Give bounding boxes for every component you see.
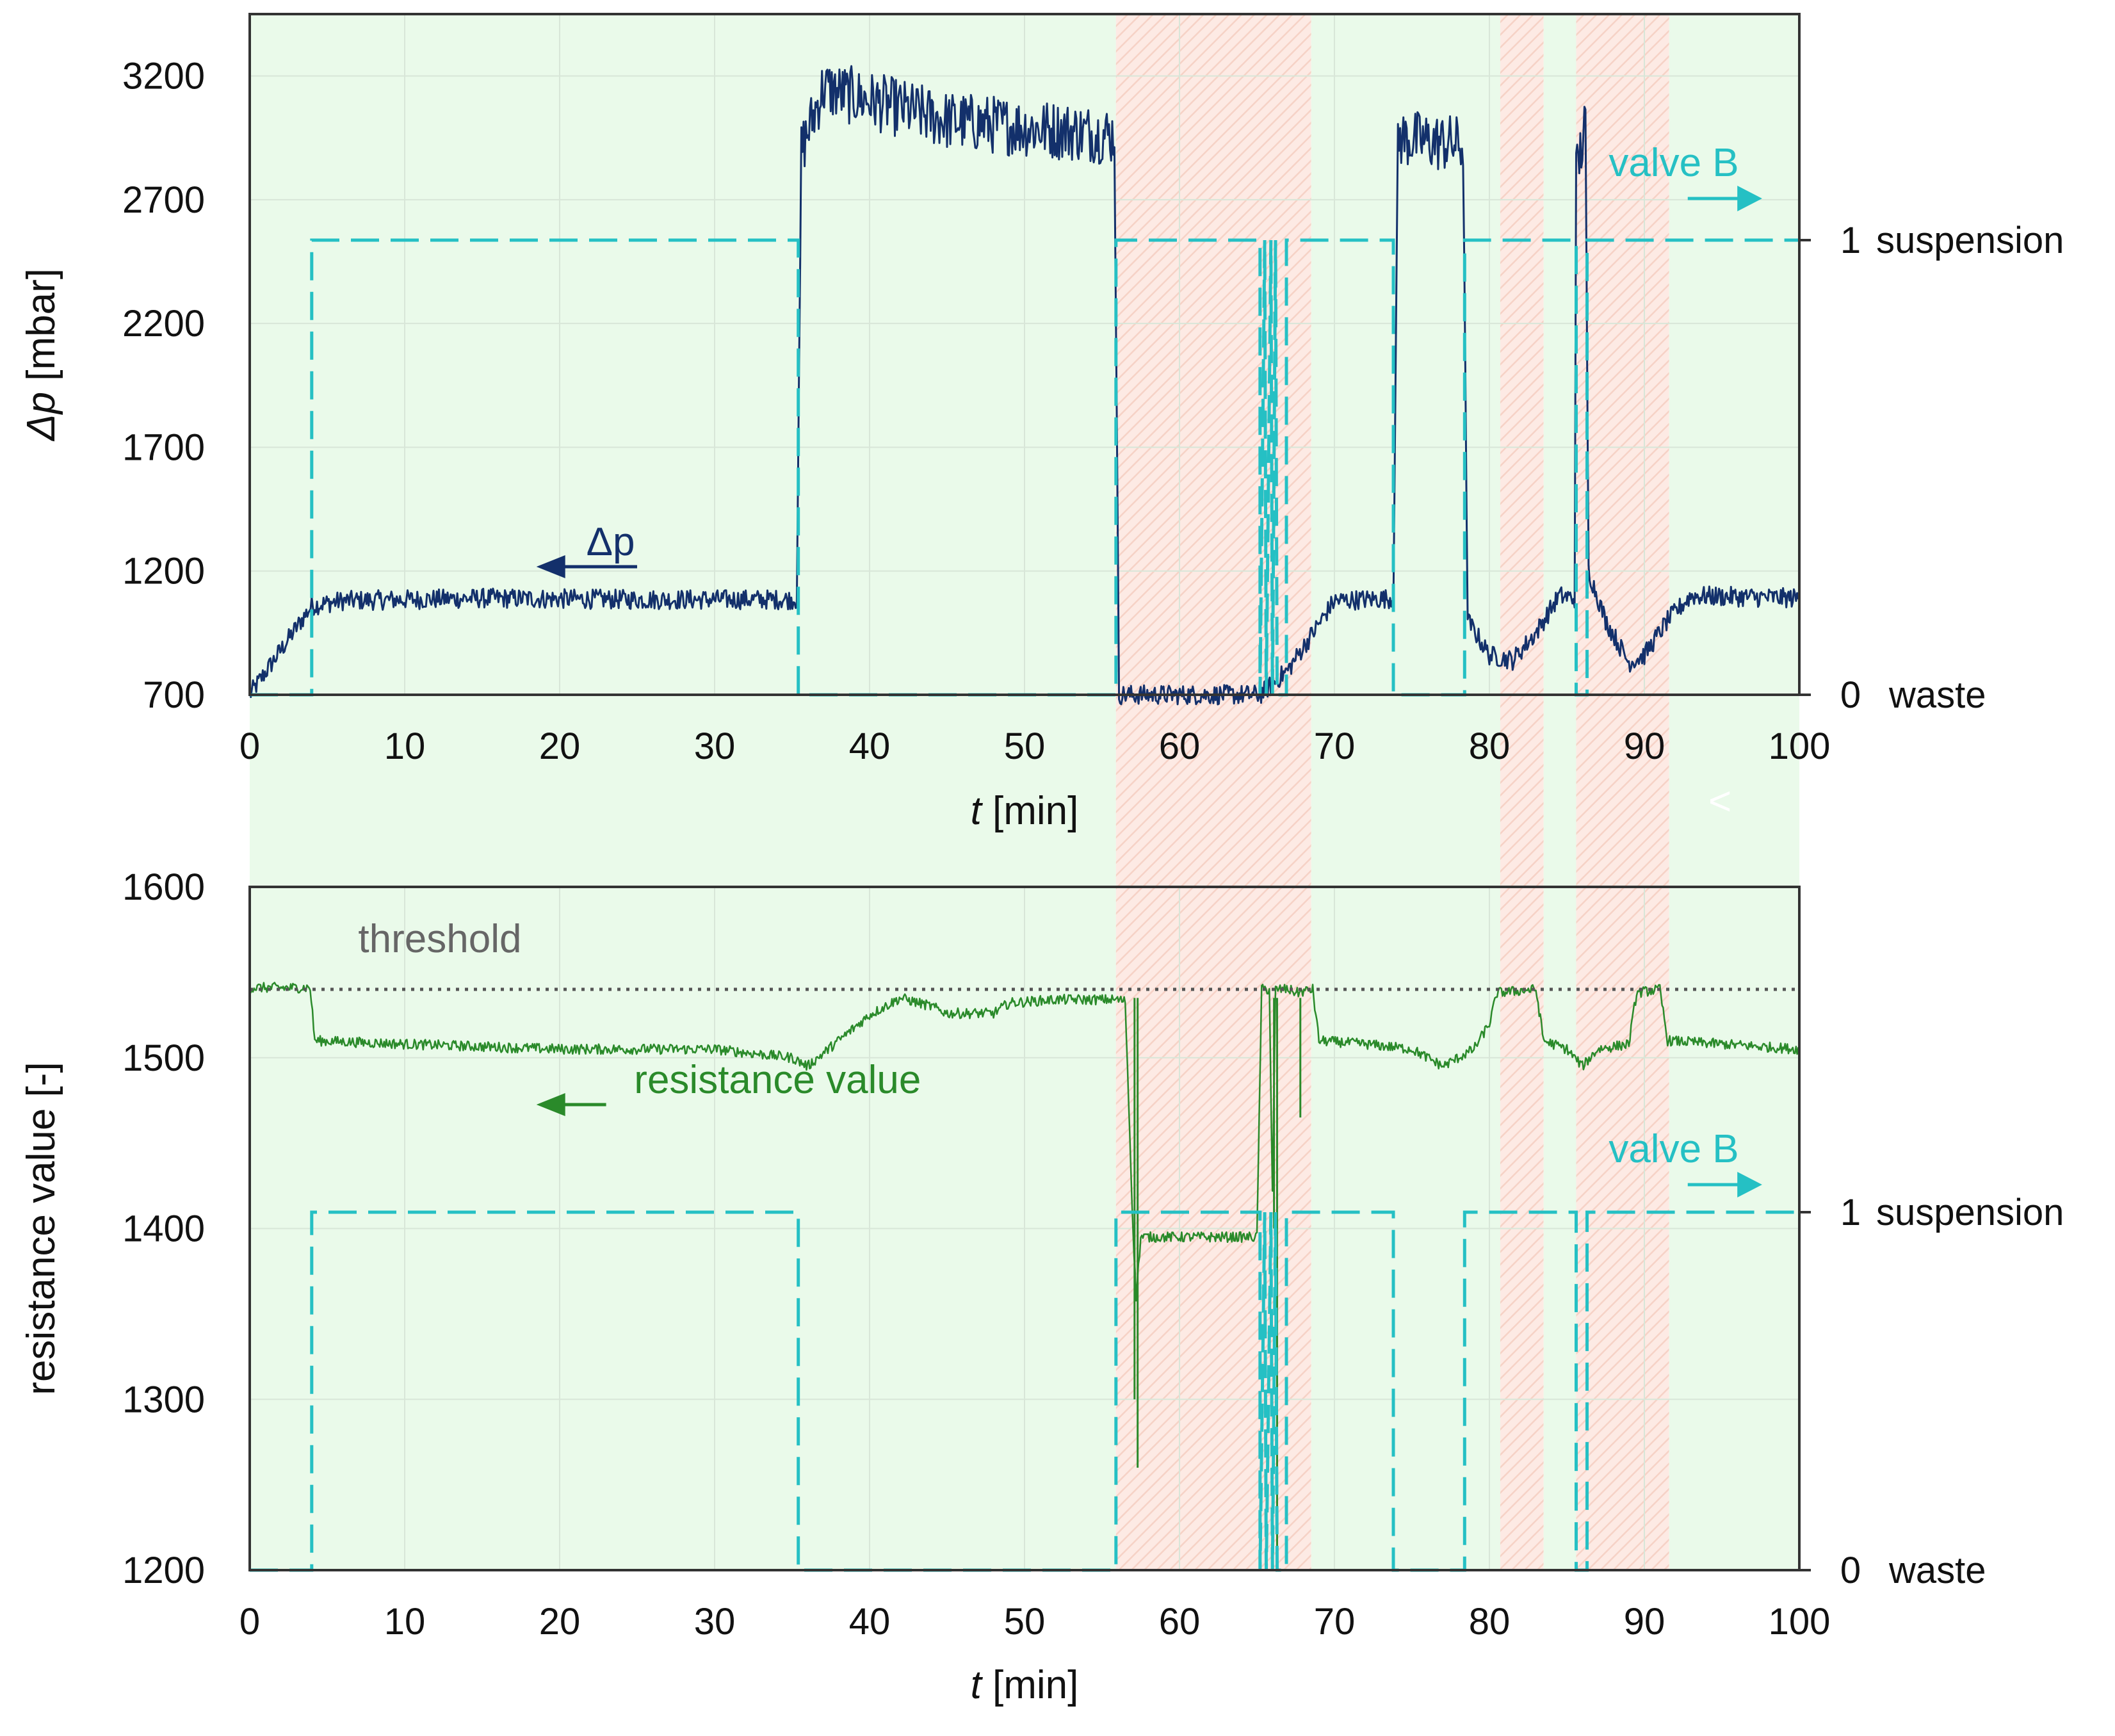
- top-y-tick-2: 1700: [122, 426, 205, 468]
- bottom-x-axis-unit: [min]: [982, 1663, 1079, 1707]
- top-x-tick-4: 40: [849, 726, 891, 767]
- band-red-3: [1500, 14, 1544, 1570]
- bottom-x-tick-2: 20: [539, 1601, 581, 1643]
- top-y2-label-1: waste: [1888, 674, 1986, 716]
- background-bands: [250, 14, 1799, 1570]
- bottom-x-tick-3: 30: [694, 1601, 736, 1643]
- bottom-x-axis-title: t [min]: [971, 1663, 1079, 1707]
- band-green-2: [1311, 14, 1500, 1570]
- top-x-tick-8: 80: [1469, 726, 1511, 767]
- band-red-5: [1576, 14, 1669, 1570]
- bottom-x-tick-6: 60: [1159, 1601, 1201, 1643]
- top-y2-label-0: suspension: [1876, 220, 2064, 261]
- bottom-x-tick-10: 100: [1769, 1601, 1831, 1643]
- top-valve-arrow-head: [1737, 186, 1762, 211]
- bottom-x-tick-7: 70: [1314, 1601, 1356, 1643]
- top-y-axis-var: Δp: [19, 392, 63, 442]
- top-x-axis-title: t [min]: [971, 789, 1079, 833]
- top-series-main: [248, 65, 1800, 706]
- top-x-tick-1: 10: [384, 726, 426, 767]
- top-y2-number-1: 0: [1840, 674, 1861, 716]
- top-x-tick-3: 30: [694, 726, 736, 767]
- bottom-y-tick-3: 1500: [122, 1037, 205, 1079]
- band-green-0: [250, 14, 1116, 1570]
- bottom-x-tick-5: 50: [1004, 1601, 1046, 1643]
- band-green-6: [1669, 14, 1799, 1570]
- top-x-tick-10: 100: [1769, 726, 1831, 767]
- bottom-y-tick-2: 1400: [122, 1208, 205, 1250]
- top-y-axis-unit: [mbar]: [19, 268, 63, 392]
- bottom-y-tick-1: 1300: [122, 1379, 205, 1420]
- bottom-y2-number-1: 0: [1840, 1550, 1861, 1591]
- bottom-x-axis-var: t: [971, 1663, 984, 1707]
- top-y-tick-0: 700: [143, 674, 205, 716]
- top-x-tick-9: 90: [1624, 726, 1665, 767]
- bottom-y2-label-0: suspension: [1876, 1192, 2064, 1233]
- bottom-y2-number-0: 1: [1840, 1192, 1861, 1233]
- top-y2-number-0: 1: [1840, 220, 1861, 261]
- bottom-secondary-axis-labels: 1 suspension 0 waste: [1799, 1192, 2064, 1591]
- bottom-plot-frame: [248, 886, 1801, 1571]
- top-x-tick-5: 50: [1004, 726, 1046, 767]
- top-x-tick-2: 20: [539, 726, 581, 767]
- top-series-annotation: Δp: [587, 520, 635, 564]
- bottom-series-arrow-head: [536, 1093, 565, 1116]
- top-annotations: Δp valve B: [536, 141, 1762, 578]
- band-green-4: [1543, 14, 1576, 1570]
- bottom-x-tick-4: 40: [849, 1601, 891, 1643]
- bottom-series-annotation: resistance value: [634, 1058, 921, 1102]
- bottom-tick-labels: 0 10 20 30 40 50 60 70 80 90 100 1200 1300 1400 1500 16…: [122, 866, 1830, 1643]
- band-red-1: [1115, 14, 1311, 1570]
- top-plot-frame: [248, 13, 1801, 696]
- bottom-valve-annotation: valve B: [1609, 1127, 1738, 1171]
- top-x-tick-7: 70: [1314, 726, 1356, 767]
- top-x-tick-0: 0: [239, 726, 260, 767]
- bottom-x-tick-9: 90: [1624, 1601, 1665, 1643]
- bottom-threshold-label: threshold: [358, 917, 521, 961]
- bottom-annotations: resistance value valve B: [536, 1058, 1762, 1197]
- top-secondary-axis-labels: 1 suspension 0 waste: [1799, 220, 2064, 716]
- bottom-x-tick-8: 80: [1469, 1601, 1511, 1643]
- bottom-x-tick-1: 10: [384, 1601, 426, 1643]
- bottom-y2-label-1: waste: [1888, 1550, 1986, 1591]
- bottom-chart: threshold 0 10 20 30 40 50 60 70 80 90 10012001300…: [19, 866, 2064, 1707]
- bottom-x-tick-0: 0: [239, 1601, 260, 1643]
- bottom-valve-arrow-head: [1737, 1172, 1762, 1197]
- bottom-y-axis-title: resistance value [-]: [19, 1062, 63, 1395]
- top-tick-labels: 0 10 20 30 40 50 60 70 80 90 100 700 1200 1700 2200 270…: [122, 56, 1830, 767]
- top-valve-annotation: valve B: [1609, 141, 1738, 185]
- top-y-axis-title: Δp [mbar]: [19, 268, 63, 442]
- top-x-axis-var: t: [971, 789, 984, 833]
- top-series-arrow-head: [536, 555, 565, 578]
- top-y-tick-1: 1200: [122, 551, 205, 592]
- top-chart: 0 10 20 30 40 50 60 70 80 90 100700120017002200270…: [19, 13, 2064, 833]
- top-x-axis-unit: [min]: [982, 789, 1079, 833]
- bottom-y-tick-0: 1200: [122, 1550, 205, 1591]
- top-y-tick-4: 2700: [122, 179, 205, 221]
- top-y-tick-5: 3200: [122, 56, 205, 97]
- top-x-tick-6: 60: [1159, 726, 1201, 767]
- stray-chevron-mark: <: [1708, 779, 1731, 823]
- bottom-series-main: [248, 982, 1800, 1302]
- bottom-y-tick-4: 1600: [122, 866, 205, 908]
- top-y-tick-3: 2200: [122, 303, 205, 345]
